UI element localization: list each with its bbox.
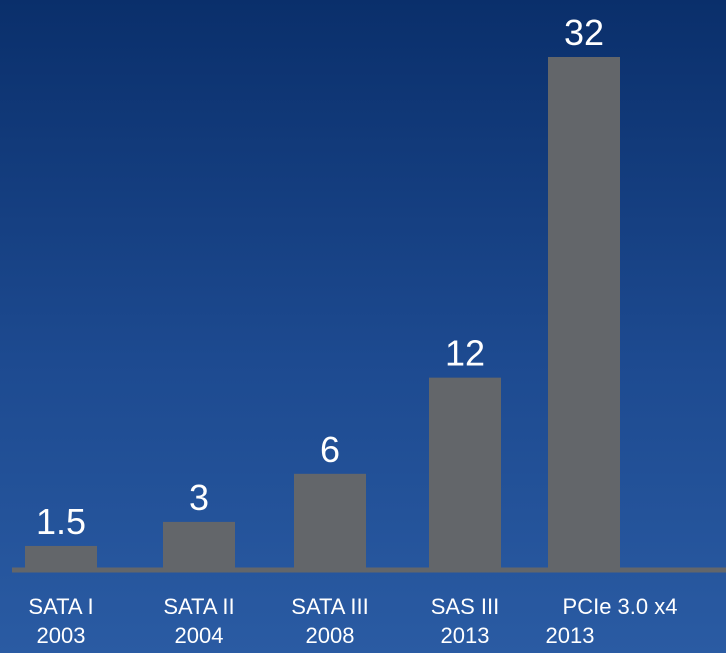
bar-4 (548, 57, 620, 570)
bar-3 (429, 377, 501, 570)
category-label-1: SATA II (163, 594, 234, 619)
value-label-1: 3 (189, 477, 209, 518)
category-year-4: 2013 (546, 623, 595, 648)
category-year-0: 2003 (37, 623, 86, 648)
bar-0 (25, 545, 97, 570)
category-labels-group: SATA I 2003 SATA II 2004 SATA III 2008 SAS III… (28, 594, 677, 648)
category-label-0: SATA I (28, 594, 93, 619)
bar-2 (294, 473, 366, 570)
category-year-1: 2004 (175, 623, 224, 648)
bars-group (25, 57, 620, 570)
category-year-2: 2008 (306, 623, 355, 648)
category-year-3: 2013 (441, 623, 490, 648)
value-labels-group: 1.5 3 6 12 32 (36, 12, 604, 542)
category-label-2: SATA III (291, 594, 368, 619)
value-label-4: 32 (564, 12, 604, 53)
value-label-2: 6 (320, 429, 340, 470)
bar-1 (163, 521, 235, 570)
category-label-3: SAS III (431, 594, 499, 619)
category-label-4: PCIe 3.0 x4 (563, 594, 678, 619)
value-label-0: 1.5 (36, 501, 86, 542)
value-label-3: 12 (445, 333, 485, 374)
